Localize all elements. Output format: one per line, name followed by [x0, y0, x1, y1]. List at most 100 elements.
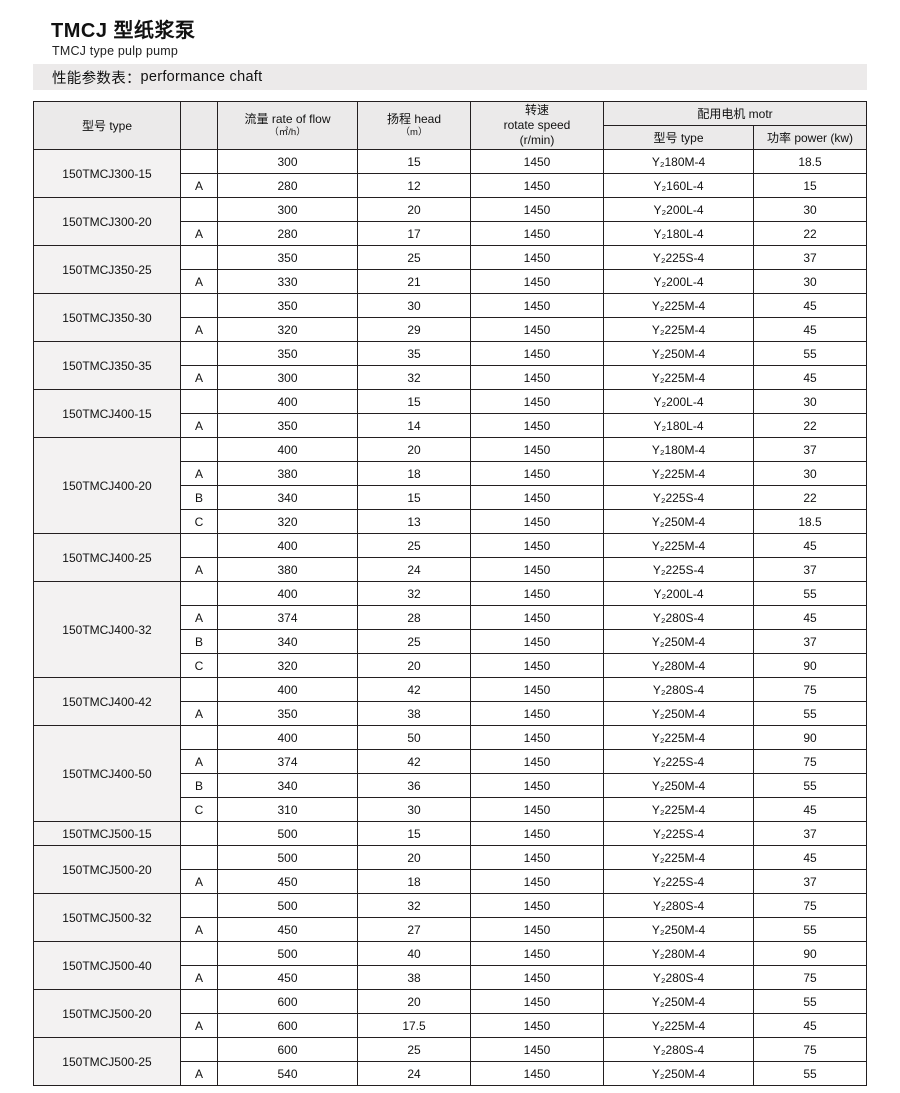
cell-head: 42 [357, 749, 471, 774]
cell-flow: 340 [217, 485, 358, 510]
cell-head: 40 [357, 941, 471, 966]
cell-motor-type: Y₂200L-4 [603, 389, 754, 414]
table-row: 150TMCJ500-25 600 25 1450 Y₂280S-4 75 [33, 1037, 867, 1086]
cell-head: 30 [357, 797, 471, 822]
cell-speed: 1450 [470, 1061, 604, 1086]
cell-motor-power: 45 [753, 797, 867, 822]
cell-motor-type: Y₂225M-4 [603, 533, 754, 558]
cell-variant [180, 389, 218, 414]
cell-motor-type: Y₂225M-4 [603, 845, 754, 870]
cell-head: 20 [357, 197, 471, 222]
table-row: A 450 18 1450 Y₂225S-4 37 [34, 869, 867, 894]
table-row: B 340 36 1450 Y₂250M-4 55 [34, 773, 867, 798]
cell-motor-power: 55 [753, 1061, 867, 1086]
cell-motor-type: Y₂250M-4 [603, 773, 754, 798]
cell-motor-power: 30 [753, 269, 867, 294]
performance-table: 型号 type 流量 rate of flow （㎡/h） 扬程 head （m… [33, 101, 867, 1086]
cell-speed: 1450 [470, 245, 604, 270]
table-row: 150TMCJ500-20 500 20 1450 Y₂225M-4 45 [33, 845, 867, 894]
cell-speed: 1450 [470, 821, 604, 846]
table-row: C 320 20 1450 Y₂280M-4 90 [34, 653, 867, 678]
cell-head: 36 [357, 773, 471, 798]
cell-variant [180, 941, 218, 966]
cell-speed: 1450 [470, 965, 604, 990]
cell-head: 32 [357, 893, 471, 918]
cell-head: 20 [357, 989, 471, 1014]
cell-flow: 374 [217, 605, 358, 630]
cell-head: 18 [357, 461, 471, 486]
cell-model: 150TMCJ500-15 [33, 821, 181, 846]
cell-variant [180, 149, 218, 174]
cell-model: 150TMCJ500-40 [33, 941, 181, 990]
table-row: 150TMCJ400-20 400 20 1450 Y₂180M-4 37 [33, 437, 867, 534]
cell-motor-type: Y₂225M-4 [603, 1013, 754, 1038]
cell-motor-power: 18.5 [753, 509, 867, 534]
cell-model: 150TMCJ300-15 [33, 149, 181, 198]
cell-motor-power: 30 [753, 461, 867, 486]
cell-flow: 300 [217, 365, 358, 390]
cell-speed: 1450 [470, 701, 604, 726]
cell-motor-power: 55 [753, 341, 867, 366]
cell-motor-type: Y₂250M-4 [603, 341, 754, 366]
cell-head: 18 [357, 869, 471, 894]
cell-flow: 400 [217, 677, 358, 702]
cell-variant: A [180, 269, 218, 294]
cell-motor-type: Y₂180M-4 [603, 437, 754, 462]
cell-motor-power: 30 [753, 197, 867, 222]
table-row: A 300 32 1450 Y₂225M-4 45 [34, 365, 867, 390]
cell-variant: C [180, 653, 218, 678]
cell-variant: A [180, 461, 218, 486]
table-row: B 340 25 1450 Y₂250M-4 37 [34, 629, 867, 654]
cell-motor-power: 75 [753, 749, 867, 774]
cell-head: 42 [357, 677, 471, 702]
cell-motor-power: 37 [753, 869, 867, 894]
cell-flow: 330 [217, 269, 358, 294]
cell-speed: 1450 [470, 341, 604, 366]
cell-variant [180, 989, 218, 1014]
cell-flow: 300 [217, 197, 358, 222]
cell-motor-power: 22 [753, 221, 867, 246]
cell-speed: 1450 [470, 893, 604, 918]
table-row: A 330 21 1450 Y₂200L-4 30 [34, 269, 867, 294]
cell-flow: 400 [217, 581, 358, 606]
cell-flow: 450 [217, 965, 358, 990]
cell-variant: A [180, 1061, 218, 1086]
cell-variant [180, 245, 218, 270]
cell-variant: A [180, 1013, 218, 1038]
cell-head: 24 [357, 1061, 471, 1086]
cell-motor-type: Y₂225M-4 [603, 293, 754, 318]
cell-motor-power: 45 [753, 605, 867, 630]
cell-motor-type: Y₂180M-4 [603, 149, 754, 174]
cell-motor-power: 45 [753, 365, 867, 390]
cell-motor-power: 45 [753, 533, 867, 558]
subtitle-english: performance chaft [140, 69, 263, 85]
cell-speed: 1450 [470, 269, 604, 294]
cell-flow: 320 [217, 509, 358, 534]
header-flow: 流量 rate of flow （㎡/h） [217, 101, 358, 150]
cell-motor-type: Y₂225M-4 [603, 725, 754, 750]
cell-flow: 280 [217, 173, 358, 198]
cell-speed: 1450 [470, 773, 604, 798]
cell-variant: C [180, 509, 218, 534]
cell-variant [180, 581, 218, 606]
cell-head: 25 [357, 533, 471, 558]
cell-speed: 1450 [470, 293, 604, 318]
cell-motor-type: Y₂225M-4 [603, 317, 754, 342]
cell-motor-power: 22 [753, 413, 867, 438]
cell-model: 150TMCJ400-32 [33, 581, 181, 678]
cell-speed: 1450 [470, 1037, 604, 1062]
cell-motor-type: Y₂200L-4 [603, 581, 754, 606]
cell-head: 35 [357, 341, 471, 366]
cell-motor-type: Y₂225M-4 [603, 461, 754, 486]
cell-speed: 1450 [470, 317, 604, 342]
table-row: 150TMCJ350-30 350 30 1450 Y₂225M-4 45 [33, 293, 867, 342]
cell-head: 32 [357, 365, 471, 390]
header-motor-type: 型号 type [603, 125, 754, 150]
page-title-english: TMCJ type pulp pump [52, 44, 179, 58]
cell-head: 32 [357, 581, 471, 606]
cell-speed: 1450 [470, 533, 604, 558]
cell-speed: 1450 [470, 941, 604, 966]
table-row: A 450 38 1450 Y₂280S-4 75 [34, 965, 867, 990]
cell-motor-power: 37 [753, 245, 867, 270]
cell-motor-power: 45 [753, 1013, 867, 1038]
